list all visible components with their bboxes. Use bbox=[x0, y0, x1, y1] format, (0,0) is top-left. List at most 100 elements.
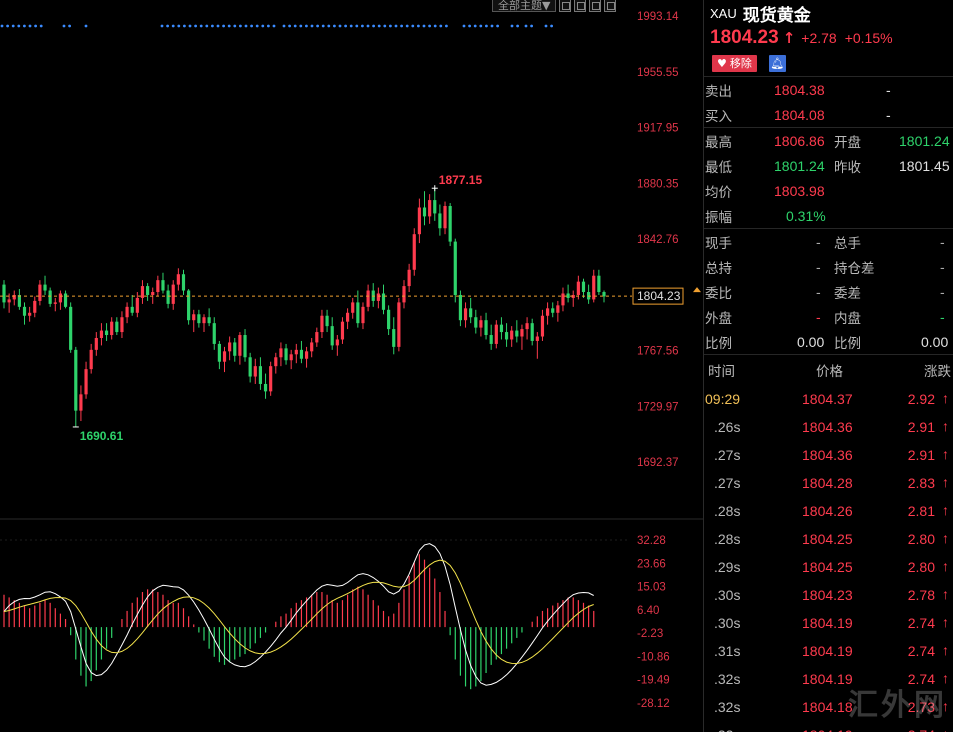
expand-icon[interactable] bbox=[604, 0, 617, 12]
candle-body bbox=[130, 306, 134, 313]
price-change: +2.78 bbox=[801, 30, 837, 46]
candle-body bbox=[453, 241, 457, 295]
low-label: 最低 bbox=[705, 159, 732, 176]
price-axis-label: 1729.97 bbox=[637, 401, 679, 413]
amplitude-label: 振幅 bbox=[705, 209, 732, 226]
tick-price: 1804.19 bbox=[802, 615, 853, 631]
candlestick-chart[interactable]: 1993.141955.551917.951880.351842.761805.… bbox=[0, 0, 703, 732]
event-dot bbox=[377, 24, 381, 28]
candle-body bbox=[53, 302, 57, 304]
candle-body bbox=[217, 343, 221, 362]
low-prevclose-row: 最低 1801.24 昨收 1801.45 bbox=[704, 153, 953, 178]
inner-value: - bbox=[940, 308, 945, 325]
tick-change: 2.91 bbox=[907, 447, 935, 463]
candle-body bbox=[233, 342, 237, 356]
event-dot bbox=[222, 24, 226, 28]
holding-diff-value: - bbox=[940, 258, 945, 275]
candle-body bbox=[422, 207, 427, 217]
tick-time: .27s bbox=[714, 447, 741, 463]
tick-time: .31s bbox=[714, 643, 741, 659]
candle-body bbox=[269, 366, 273, 392]
candle-body bbox=[576, 281, 580, 295]
symbol-name: 现货黄金 bbox=[742, 5, 811, 26]
open-label: 开盘 bbox=[834, 134, 861, 151]
event-dot bbox=[530, 24, 533, 28]
current-price-tag: 1804.23 bbox=[637, 289, 681, 303]
event-dot bbox=[411, 24, 415, 28]
window-icon[interactable] bbox=[589, 0, 602, 12]
crosshair-icon[interactable] bbox=[559, 0, 572, 12]
candle-body bbox=[238, 335, 242, 356]
candle-body bbox=[279, 348, 283, 358]
event-dot bbox=[244, 24, 248, 28]
candle-body bbox=[22, 306, 27, 316]
tick-change: 2.80 bbox=[907, 531, 935, 547]
event-dot bbox=[177, 24, 181, 28]
candle-body bbox=[433, 200, 437, 214]
candle-body bbox=[474, 317, 478, 328]
candle-body bbox=[171, 284, 175, 304]
candle-body bbox=[566, 293, 570, 298]
candle-body bbox=[443, 206, 447, 229]
ticks-price-header: 价格 bbox=[816, 364, 843, 380]
bell-icon[interactable]: 🔔︎ bbox=[768, 54, 786, 72]
tick-price: 1804.19 bbox=[802, 643, 853, 659]
candle-body bbox=[494, 324, 498, 344]
tick-time: .27s bbox=[714, 475, 741, 491]
candle-body bbox=[120, 317, 124, 333]
chart-panel[interactable]: 1993.141955.551917.951880.351842.761805.… bbox=[0, 0, 703, 732]
theme-select-button[interactable]: 全部主题▼ bbox=[492, 0, 557, 12]
candle-body bbox=[346, 312, 350, 322]
holding-diff-label: 持仓差 bbox=[834, 260, 875, 277]
low-value: 1801.24 bbox=[774, 157, 825, 174]
candle-body bbox=[84, 369, 88, 395]
tick-price: 1804.28 bbox=[802, 475, 853, 491]
event-dot bbox=[239, 24, 242, 28]
tick-change: 2.78 bbox=[907, 587, 935, 603]
candle-body bbox=[135, 297, 139, 313]
tick-time: .32s bbox=[714, 699, 741, 715]
candle-body bbox=[58, 293, 62, 303]
ticks-list[interactable]: 09:29 1804.37 2.92 ↑ .26s 1804.36 2.91 ↑ .27s 180… bbox=[704, 385, 953, 732]
candle-body bbox=[99, 330, 104, 338]
event-dot bbox=[305, 24, 308, 28]
event-dot bbox=[510, 24, 514, 28]
event-dot bbox=[439, 24, 443, 28]
event-dot bbox=[524, 24, 528, 28]
low-marker-label: 1690.61 bbox=[80, 429, 124, 443]
price-axis-label: 1993.14 bbox=[637, 11, 679, 23]
candle-body bbox=[402, 286, 406, 303]
candle-body bbox=[356, 302, 360, 324]
event-dot bbox=[473, 24, 477, 28]
candle-body bbox=[166, 290, 170, 304]
avg-value: 1803.98 bbox=[774, 182, 825, 199]
event-dot bbox=[490, 24, 494, 28]
candle-body bbox=[407, 269, 411, 287]
outer-label: 外盘 bbox=[705, 310, 732, 327]
event-dot bbox=[327, 24, 331, 28]
buy-row: 买入 1804.08 - bbox=[704, 102, 953, 127]
candle-body bbox=[7, 299, 11, 303]
ticks-time-header: 时间 bbox=[708, 364, 735, 380]
candle-body bbox=[258, 366, 262, 384]
high-value: 1806.86 bbox=[774, 132, 825, 149]
tick-change: 2.91 bbox=[907, 419, 935, 435]
tick-price: 1804.36 bbox=[802, 447, 853, 463]
symbol-code: XAU bbox=[710, 5, 737, 21]
heart-icon: ♥ bbox=[717, 56, 727, 70]
up-arrow-icon: ↑ bbox=[942, 418, 949, 434]
remove-watchlist-button[interactable]: ♥ 移除 bbox=[712, 54, 757, 72]
candle-body bbox=[263, 383, 268, 392]
buy-volume: - bbox=[886, 106, 891, 123]
price-axis-label: 1917.95 bbox=[637, 123, 679, 135]
layout-icon[interactable] bbox=[574, 0, 587, 12]
candle-body bbox=[140, 286, 145, 298]
tick-time: .30s bbox=[714, 615, 741, 631]
event-dot bbox=[550, 24, 553, 28]
candle-body bbox=[63, 293, 68, 307]
event-dot bbox=[183, 24, 186, 28]
up-arrow-icon: ↑ bbox=[942, 586, 949, 602]
event-dot bbox=[171, 24, 175, 28]
event-dot bbox=[433, 24, 437, 28]
candle-body bbox=[428, 200, 432, 217]
